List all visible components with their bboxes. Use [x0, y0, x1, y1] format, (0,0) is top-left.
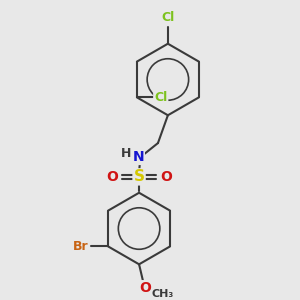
Text: O: O	[106, 170, 118, 184]
Text: Cl: Cl	[154, 91, 167, 104]
Text: N: N	[132, 150, 144, 164]
Text: O: O	[160, 170, 172, 184]
Text: CH₃: CH₃	[152, 289, 174, 299]
Text: S: S	[134, 169, 145, 184]
Text: H: H	[121, 146, 131, 160]
Text: Br: Br	[73, 240, 88, 253]
Text: O: O	[139, 281, 151, 295]
Text: Cl: Cl	[161, 11, 175, 24]
